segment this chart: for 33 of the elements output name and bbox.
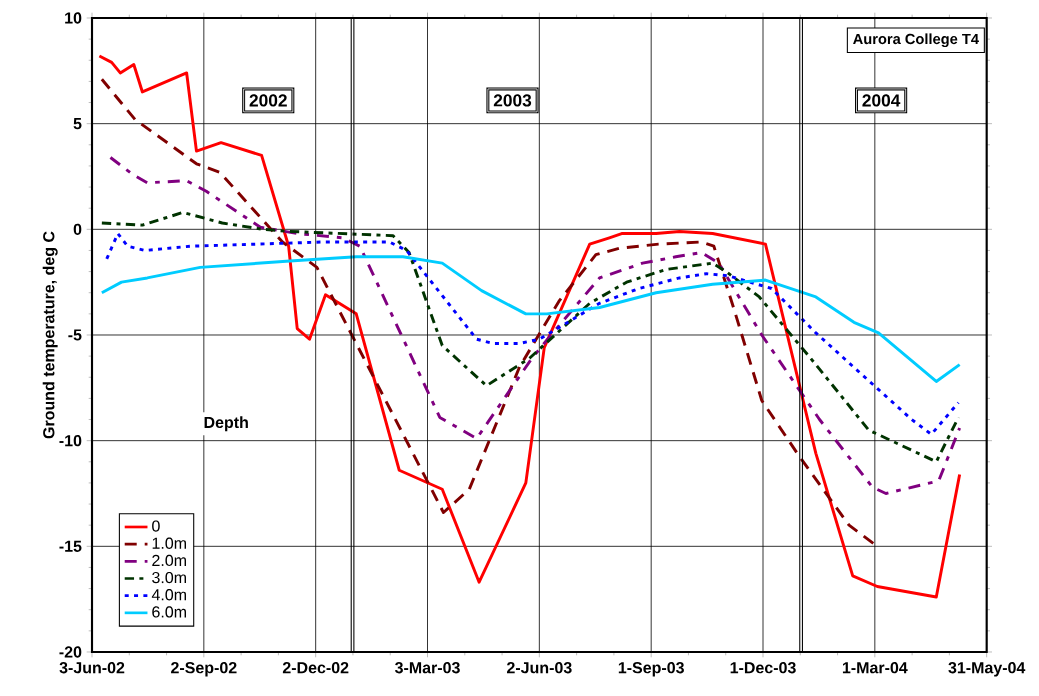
x-tick-label: 2-Dec-02 xyxy=(282,662,349,674)
legend-label: 6.0m xyxy=(152,606,186,618)
annotation: 2004 xyxy=(862,94,901,107)
line-series xyxy=(108,156,962,495)
line-series xyxy=(97,54,962,599)
x-tick-label: 2-Jun-03 xyxy=(507,662,572,674)
legend-label: 3.0m xyxy=(152,571,186,584)
line-series xyxy=(100,255,962,383)
x-tick-label: 3-Jun-02 xyxy=(59,662,125,674)
x-tick-label: 1-Sep-03 xyxy=(618,662,684,677)
x-tick-label: 3-Mar-03 xyxy=(394,662,460,674)
y-tick-label: 5 xyxy=(73,118,82,130)
line-series xyxy=(100,210,960,464)
legend-label: 1.0m xyxy=(152,537,186,549)
legend-label: 4.0m xyxy=(151,589,186,601)
legend-title: Depth xyxy=(204,416,248,432)
line-series xyxy=(105,232,960,436)
annotation: 2003 xyxy=(493,94,532,107)
legend-label: 2.0m xyxy=(152,554,186,567)
x-tick-label: 31-May-04 xyxy=(948,662,1026,677)
y-tick-label: 0 xyxy=(73,223,82,235)
y-tick-label: -5 xyxy=(68,329,82,341)
y-tick-label: -15 xyxy=(59,540,82,552)
annotation: 2002 xyxy=(249,94,287,107)
y-tick-label: 10 xyxy=(65,12,82,24)
y-axis-title: Ground temperature, deg C xyxy=(42,231,58,439)
text: Aurora College T4 xyxy=(853,33,979,48)
legend-label: 0 xyxy=(152,520,160,532)
y-tick-label: -10 xyxy=(59,435,82,447)
x-tick-label: 1-Mar-04 xyxy=(842,662,908,674)
y-tick-label: -20 xyxy=(59,646,82,658)
x-tick-label: 1-Dec-03 xyxy=(730,662,796,674)
x-tick-label: 2-Sep-02 xyxy=(171,662,237,677)
